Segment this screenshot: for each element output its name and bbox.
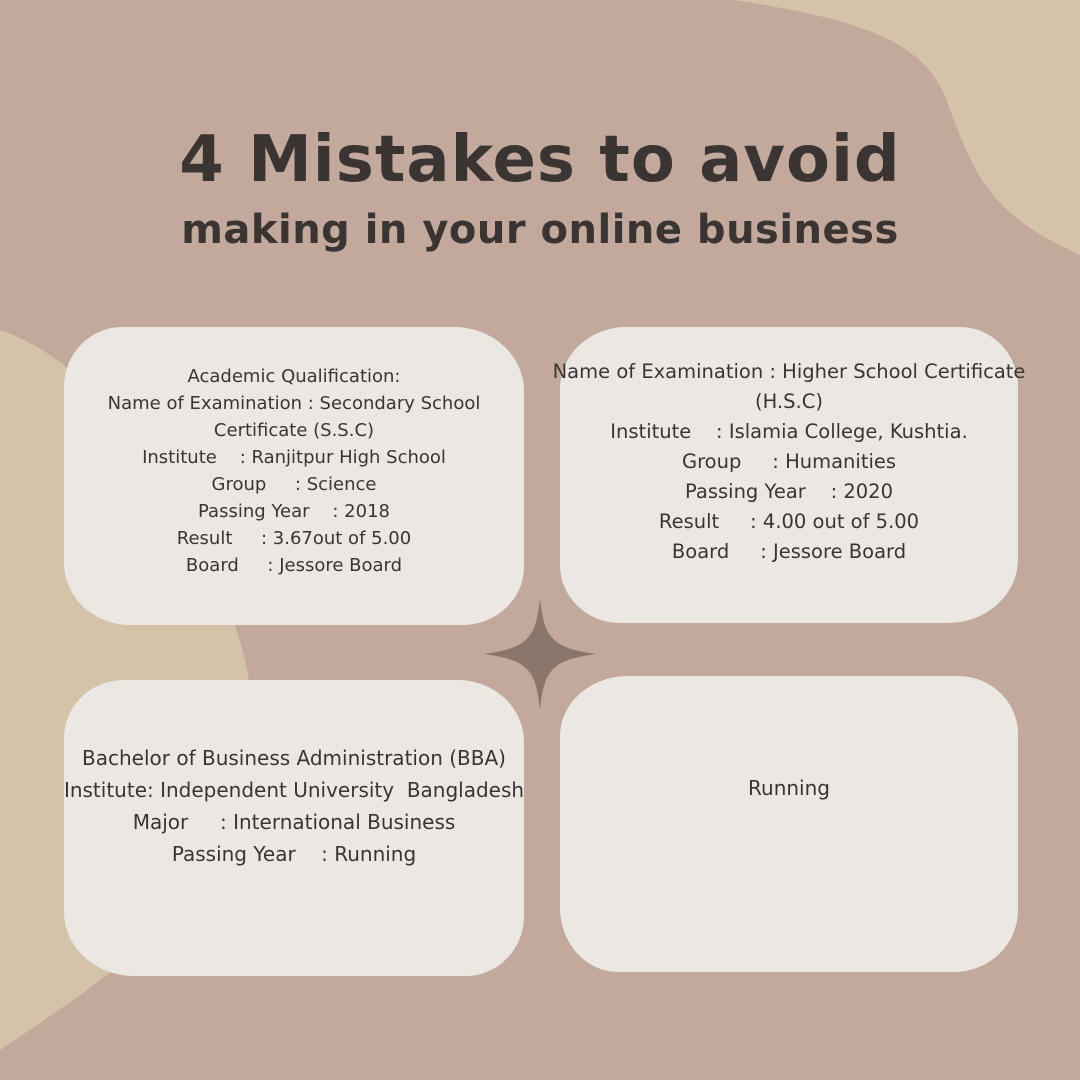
sparkle-icon xyxy=(484,598,596,710)
card-line: Passing Year : 2020 xyxy=(685,480,893,503)
running-card: Running xyxy=(560,676,1018,972)
card-line: Result : 4.00 out of 5.00 xyxy=(658,510,920,533)
card-line: Board : Jessore Board xyxy=(671,540,907,563)
ssc-card: Academic Qualification: Name of Examinat… xyxy=(64,327,524,625)
card-line: Institute: Independent University Bangla… xyxy=(63,778,525,802)
hsc-card: Name of Examination : Higher School Cert… xyxy=(553,327,1025,623)
page-title: 4 Mistakes to avoid xyxy=(179,123,901,197)
card-line: (H.S.C) xyxy=(755,390,823,413)
card-line: Bachelor of Business Administration (BBA… xyxy=(82,746,506,770)
card-line: Group : Science xyxy=(211,474,377,495)
card-line: Result : 3.67out of 5.00 xyxy=(176,528,412,549)
card-line: Institute : Islamia College, Kushtia. xyxy=(610,420,968,443)
bba-card: Bachelor of Business Administration (BBA… xyxy=(64,680,524,976)
card-line: Academic Qualification: xyxy=(187,366,401,387)
top-right-blob xyxy=(735,0,1080,255)
card-line: Institute : Ranjitpur High School xyxy=(142,447,446,468)
card-line: Major : International Business xyxy=(132,810,456,834)
card-line: Board : Jessore Board xyxy=(185,555,403,576)
card-line: Passing Year : Running xyxy=(171,842,417,866)
card-line: Running xyxy=(748,776,830,800)
card-line: Certificate (S.S.C) xyxy=(213,420,375,441)
page-subtitle: making in your online business xyxy=(181,207,899,253)
card-line: Passing Year : 2018 xyxy=(198,501,390,522)
card-line: Group : Humanities xyxy=(681,450,897,473)
card-line: Name of Examination : Secondary School xyxy=(107,393,481,414)
card-line: Name of Examination : Higher School Cert… xyxy=(552,360,1026,383)
